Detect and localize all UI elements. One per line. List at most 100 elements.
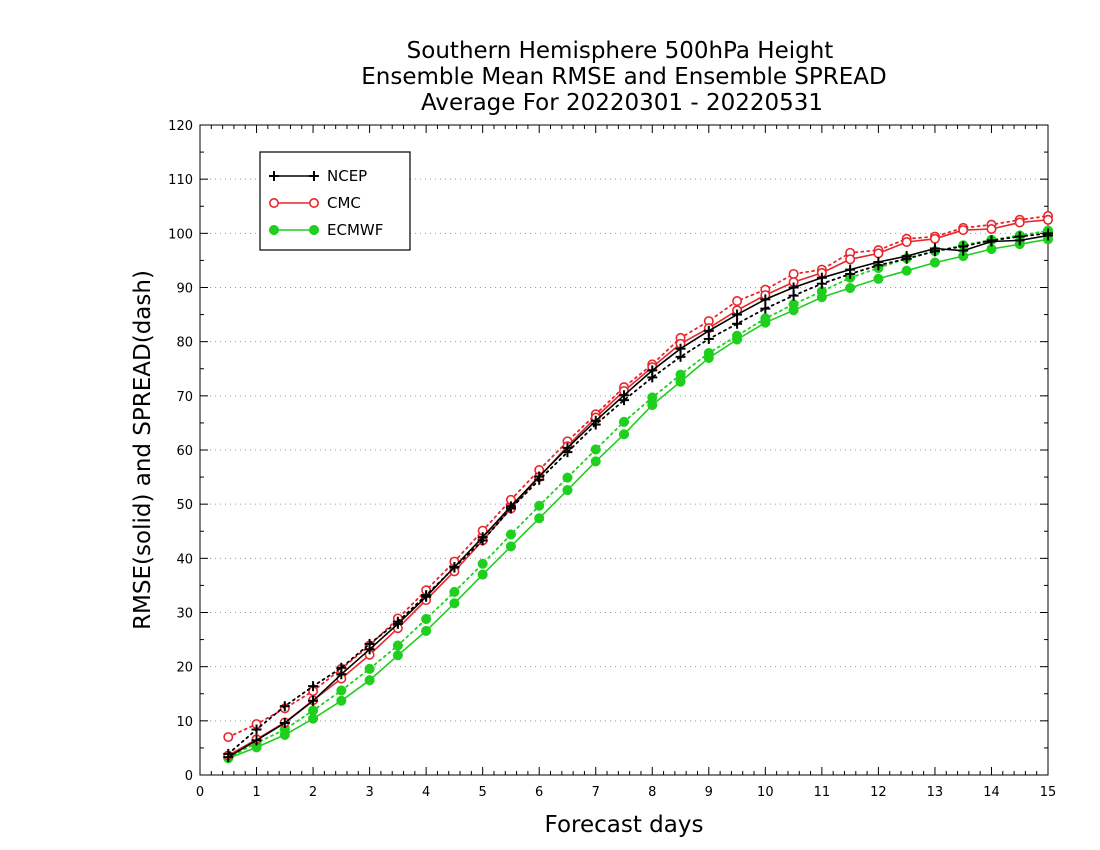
y-tick-label: 50 (176, 498, 193, 513)
y-tick-label: 30 (176, 607, 193, 622)
ncep-spread-point (308, 681, 319, 692)
ncep-rmse-point (505, 501, 516, 512)
cmc-spread-point (732, 296, 743, 307)
ecmwf-rmse-line (228, 238, 1049, 759)
y-tick-label: 0 (185, 769, 193, 784)
ecmwf-rmse-point (816, 292, 827, 303)
ecmwf-spread-point (336, 685, 347, 696)
ncep-rmse-line (227, 234, 1049, 758)
ecmwf-spread-point (449, 586, 460, 597)
x-tick-label: 11 (814, 785, 831, 800)
x-tick-label: 2 (309, 785, 317, 800)
y-tick-label: 80 (176, 336, 193, 351)
series-cmc (223, 211, 1054, 761)
ecmwf-rmse-point (618, 429, 630, 440)
ecmwf-spread-point (392, 640, 403, 651)
ecmwf-rmse-point (675, 376, 686, 387)
x-tick-label: 8 (648, 785, 656, 800)
y-tick-label: 110 (168, 173, 193, 188)
title-line-1: Southern Hemisphere 500hPa Height (407, 38, 834, 64)
ecmwf-rmse-point (505, 541, 516, 552)
y-tick-label: 20 (176, 661, 193, 676)
x-tick-label: 13 (927, 785, 944, 800)
ncep-rmse-point (929, 243, 940, 254)
ecmwf-rmse-point (562, 485, 573, 496)
legend-label-ecmwf: ECMWF (327, 221, 383, 239)
ncep-rmse-point (534, 471, 545, 482)
title-line-2: Ensemble Mean RMSE and Ensemble SPREAD (361, 64, 886, 90)
ncep-rmse-point (392, 618, 403, 629)
ncep-rmse-point (647, 365, 658, 376)
x-tick-label: 9 (705, 785, 713, 800)
cmc-rmse-point (845, 254, 856, 265)
ecmwf-rmse-point (449, 598, 460, 609)
cmc-rmse-point (901, 237, 912, 248)
ecmwf-rmse-point (788, 305, 799, 316)
ecmwf-rmse-point (732, 334, 743, 345)
legend-marker-right (308, 198, 319, 209)
ncep-rmse-point (449, 562, 460, 572)
ecmwf-rmse-point (647, 399, 658, 411)
cmc-rmse-line (227, 219, 1049, 757)
ecmwf-rmse-point (392, 650, 403, 661)
ncep-spread-point (251, 724, 262, 735)
ncep-rmse-point (675, 343, 686, 354)
ecmwf-rmse-point (901, 265, 912, 276)
ecmwf-spread-point (562, 472, 573, 483)
ncep-spread-point (732, 318, 743, 329)
ecmwf-rmse-point (279, 729, 290, 740)
legend-label-cmc: CMC (327, 194, 361, 212)
ncep-rmse-point (816, 272, 827, 283)
chart-title: Southern Hemisphere 500hPa Height Ensemb… (361, 38, 886, 116)
ecmwf-rmse-point (364, 675, 375, 686)
x-tick-label: 10 (757, 785, 774, 800)
ncep-rmse-point (1014, 235, 1025, 246)
ecmwf-spread-point (534, 500, 545, 511)
y-tick-label: 120 (168, 119, 193, 134)
x-tick-label: 0 (196, 785, 204, 800)
cmc-rmse-point (1014, 217, 1025, 228)
cmc-rmse-point (986, 224, 997, 235)
legend-item-cmc: CMC (268, 194, 361, 212)
gridlines (200, 178, 1048, 722)
ecmwf-rmse-point (534, 513, 545, 524)
ncep-rmse-point (590, 415, 601, 426)
ncep-rmse-point (364, 644, 375, 655)
ecmwf-rmse-point (929, 257, 940, 268)
series-ecmwf (223, 225, 1054, 764)
y-tick-label: 40 (176, 552, 193, 567)
legend-item-ecmwf: ECMWF (268, 221, 383, 239)
ncep-rmse-point (958, 245, 969, 256)
ncep-rmse-point (279, 718, 290, 728)
x-tick-label: 7 (592, 785, 600, 800)
series-layer (223, 211, 1054, 764)
ncep-rmse-point (223, 752, 234, 763)
ncep-rmse-point (477, 532, 488, 543)
legend-marker-right (308, 224, 320, 236)
cmc-rmse-point (873, 248, 884, 259)
ecmwf-spread-point (477, 558, 488, 569)
ncep-rmse-point (845, 264, 856, 275)
y-tick-label: 100 (168, 227, 193, 242)
cmc-spread-point (223, 732, 234, 743)
legend-marker-left (269, 171, 279, 181)
cmc-rmse-point (958, 225, 969, 236)
x-axis-label: Forecast days (545, 812, 704, 838)
cmc-spread-point (788, 268, 799, 279)
x-tick-label: 4 (422, 785, 430, 800)
ncep-rmse-point (421, 591, 432, 602)
ecmwf-rmse-point (336, 695, 347, 706)
y-tick-label: 90 (176, 282, 193, 297)
ecmwf-rmse-point (760, 317, 771, 328)
ecmwf-spread-point (364, 663, 375, 674)
ecmwf-rmse-point (308, 713, 319, 724)
ncep-rmse-point (619, 390, 629, 401)
y-tick-label: 10 (176, 715, 193, 730)
ncep-rmse-point (788, 282, 799, 293)
ncep-rmse-point (336, 669, 347, 680)
y-tick-label: 60 (176, 444, 193, 459)
x-tick-label: 12 (870, 785, 887, 800)
legend-marker-right (309, 171, 319, 181)
title-line-3: Average For 20220301 - 20220531 (421, 90, 823, 116)
